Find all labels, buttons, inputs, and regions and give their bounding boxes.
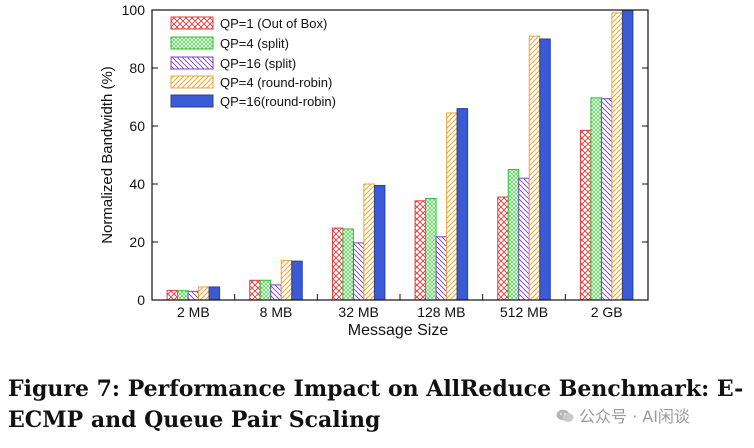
legend-label-qp16-rr: QP=16(round-robin) <box>220 94 336 109</box>
legend-label-qp16-split: QP=16 (split) <box>220 56 296 71</box>
bar-qp-16-split-2-mb <box>187 290 200 301</box>
x-axis-label: Message Size <box>348 322 449 339</box>
caption-line-2: ECMP and Queue Pair Scaling <box>8 407 381 433</box>
legend-label-qp4-split: QP=4 (split) <box>220 36 289 51</box>
bar-qp-1-out-of-box-2-gb <box>579 129 592 301</box>
legend-entry-qp16-split: QP=16 (split) <box>170 56 296 71</box>
legend-entry-qp1-out-of-box: QP=1 (Out of Box) <box>170 16 327 31</box>
bar-qp-16-split-32-mb <box>352 242 365 301</box>
bar-qp-1-out-of-box-8-mb <box>249 279 261 301</box>
watermark-text: 公众号 · AI闲谈 <box>579 407 690 426</box>
legend-swatch-qp1 <box>170 16 214 30</box>
bar-qp-4-split-32-mb <box>342 228 354 301</box>
bar-qp-16-round-robin-32-mb <box>373 184 386 301</box>
bar-qp-4-round-robin-512-mb <box>528 35 541 301</box>
bar-qp-1-out-of-box-32-mb <box>331 227 344 301</box>
bar-qp-16-round-robin-512-mb <box>539 38 551 301</box>
bar-qp-16-round-robin-8-mb <box>291 260 303 301</box>
bar-qp-1-out-of-box-512-mb <box>497 196 509 301</box>
legend-swatch-qp16-split <box>170 56 214 70</box>
y-tick-label: 100 <box>122 2 146 18</box>
bar-qp-4-round-robin-32-mb <box>363 183 375 301</box>
bar-qp-16-split-2-gb <box>600 98 613 301</box>
x-tick-label-32-mb: 32 MB <box>338 304 378 320</box>
bar-qp-4-round-robin-2-gb <box>611 12 623 301</box>
bar-qp-16-round-robin-2-gb <box>621 9 634 301</box>
bar-series-group <box>166 9 634 301</box>
legend-label-qp4-rr: QP=4 (round-robin) <box>220 75 332 90</box>
legend-swatch-qp4-rr <box>170 75 214 89</box>
bar-qp-4-round-robin-8-mb <box>280 260 293 301</box>
bar-qp-16-round-robin-128-mb <box>456 108 469 301</box>
y-axis-ticks: 0 20 40 60 80 100 <box>122 2 648 308</box>
figure-caption: Figure 7: Performance Impact on AllReduc… <box>8 374 748 436</box>
y-tick-label: 40 <box>129 176 145 192</box>
bar-qp-1-out-of-box-128-mb <box>414 200 427 301</box>
bandwidth-bar-chart: Normalized Bandwidth (%) Message Size 0 2… <box>99 2 649 339</box>
legend-swatch-qp16-rr <box>170 94 214 108</box>
legend-entry-qp4-round-robin: QP=4 (round-robin) <box>170 75 332 90</box>
bar-qp-4-round-robin-2-mb <box>198 286 210 301</box>
bar-qp-16-split-8-mb <box>270 284 282 301</box>
bar-qp-4-round-robin-128-mb <box>446 112 458 301</box>
x-tick-label-512-mb: 512 MB <box>500 304 548 320</box>
x-tick-label-8-mb: 8 MB <box>260 304 293 320</box>
bar-qp-1-out-of-box-2-mb <box>166 289 179 301</box>
plot-frame <box>151 9 649 301</box>
bar-qp-4-split-512-mb <box>507 169 520 301</box>
bar-qp-16-split-512-mb <box>518 177 530 301</box>
legend-label-qp1: QP=1 (Out of Box) <box>220 16 327 31</box>
wechat-icon <box>556 409 574 422</box>
watermark: 公众号 · AI闲谈 <box>556 403 690 427</box>
caption-line-1: Figure 7: Performance Impact on AllReduc… <box>8 376 744 402</box>
y-tick-label: 80 <box>129 60 145 76</box>
y-tick-label: 60 <box>129 118 145 134</box>
x-axis-ticks: 2 MB 8 MB 32 MB 128 MB 512 MB 2 GB <box>177 294 623 320</box>
legend-entry-qp4-split: QP=4 (split) <box>170 36 289 51</box>
legend-swatch-qp4-split <box>170 36 214 50</box>
legend-entry-qp16-round-robin: QP=16(round-robin) <box>170 94 336 109</box>
bar-qp-4-split-128-mb <box>425 198 437 301</box>
bar-qp-16-round-robin-2-mb <box>208 286 221 301</box>
bar-qp-4-split-8-mb <box>259 279 272 301</box>
x-tick-label-2-gb: 2 GB <box>591 304 623 320</box>
bar-qp-16-split-128-mb <box>435 236 448 301</box>
bar-qp-4-split-2-gb <box>590 97 602 301</box>
x-tick-label-2-mb: 2 MB <box>177 304 210 320</box>
y-tick-label: 20 <box>129 234 145 250</box>
bar-qp-4-split-2-mb <box>177 290 189 301</box>
y-tick-label: 0 <box>137 292 145 308</box>
legend: QP=1 (Out of Box) QP=4 (split) QP=16 (sp… <box>170 16 336 109</box>
x-tick-label-128-mb: 128 MB <box>417 304 465 320</box>
y-axis-label: Normalized Bandwidth (%) <box>99 66 116 244</box>
